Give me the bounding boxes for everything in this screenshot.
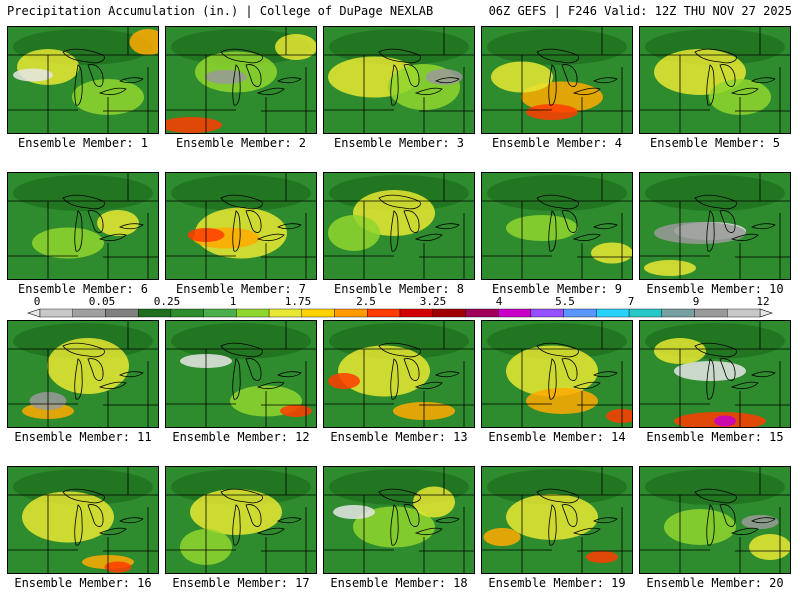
colorbar-swatch bbox=[39, 308, 73, 318]
precip-field bbox=[640, 27, 790, 133]
colorbar-swatch bbox=[203, 308, 237, 318]
precip-field bbox=[166, 321, 316, 427]
ensemble-map-panel bbox=[323, 320, 475, 428]
colorbar-swatch bbox=[367, 308, 401, 318]
colorbar-swatch bbox=[334, 308, 368, 318]
model-run-info: 06Z GEFS | F246 Valid: 12Z THU NOV 27 20… bbox=[488, 4, 792, 18]
colorbar-swatch bbox=[465, 308, 499, 318]
ensemble-member-label: Ensemble Member: 3 bbox=[333, 136, 465, 150]
ensemble-map-panel bbox=[7, 466, 159, 574]
ensemble-map-panel bbox=[165, 320, 317, 428]
colorbar-right-arrow bbox=[759, 308, 773, 318]
ensemble-map-panel bbox=[481, 172, 633, 280]
precip-field bbox=[482, 27, 632, 133]
ensemble-member-label: Ensemble Member: 18 bbox=[330, 576, 468, 590]
precip-field bbox=[166, 467, 316, 573]
ensemble-member-label: Ensemble Member: 14 bbox=[488, 430, 626, 444]
colorbar-swatch bbox=[399, 308, 433, 318]
ensemble-map-panel bbox=[165, 172, 317, 280]
ensemble-member-label: Ensemble Member: 15 bbox=[646, 430, 784, 444]
ensemble-member-label: Ensemble Member: 7 bbox=[175, 282, 307, 296]
ensemble-map-panel bbox=[639, 320, 791, 428]
ensemble-map-panel bbox=[639, 466, 791, 574]
colorbar-swatch bbox=[497, 308, 532, 318]
colorbar-tick-label: 3.25 bbox=[420, 295, 447, 308]
ensemble-member-label: Ensemble Member: 9 bbox=[491, 282, 623, 296]
colorbar-tick-label: 5.5 bbox=[555, 295, 575, 308]
ensemble-member-label: Ensemble Member: 17 bbox=[172, 576, 310, 590]
colorbar-swatch bbox=[72, 308, 106, 318]
ensemble-map-panel bbox=[7, 26, 159, 134]
ensemble-map-panel bbox=[165, 26, 317, 134]
colorbar-tick-label: 12 bbox=[756, 295, 769, 308]
ensemble-map-panel bbox=[7, 320, 159, 428]
colorbar-tick-label: 4 bbox=[496, 295, 503, 308]
colorbar-tick-label: 2.5 bbox=[356, 295, 376, 308]
precip-field bbox=[324, 467, 474, 573]
ensemble-map-panel bbox=[639, 172, 791, 280]
colorbar-tick-label: 7 bbox=[628, 295, 635, 308]
ensemble-map-panel bbox=[481, 26, 633, 134]
colorbar-swatch bbox=[301, 308, 335, 318]
colorbar-swatch bbox=[236, 308, 270, 318]
precip-field bbox=[8, 173, 158, 279]
colorbar-swatch bbox=[105, 308, 139, 318]
colorbar-tick-label: 0.25 bbox=[154, 295, 181, 308]
ensemble-member-label: Ensemble Member: 19 bbox=[488, 576, 626, 590]
colorbar-swatch bbox=[530, 308, 564, 318]
ensemble-member-label: Ensemble Member: 5 bbox=[649, 136, 781, 150]
precip-field bbox=[482, 321, 632, 427]
precip-field bbox=[8, 27, 158, 133]
precip-field bbox=[166, 27, 316, 133]
ensemble-map-panel bbox=[323, 172, 475, 280]
ensemble-map-panel bbox=[323, 26, 475, 134]
map-title: Precipitation Accumulation (in.) | Colle… bbox=[7, 4, 434, 18]
ensemble-member-label: Ensemble Member: 11 bbox=[14, 430, 152, 444]
colorbar-tick-label: 0.05 bbox=[89, 295, 116, 308]
ensemble-map-panel bbox=[481, 320, 633, 428]
precip-field bbox=[482, 173, 632, 279]
colorbar-tick-label: 1.75 bbox=[285, 295, 312, 308]
ensemble-map-panel bbox=[323, 466, 475, 574]
ensemble-member-label: Ensemble Member: 12 bbox=[172, 430, 310, 444]
ensemble-map-panel bbox=[481, 466, 633, 574]
colorbar-tick-label: 9 bbox=[693, 295, 700, 308]
precip-field bbox=[640, 467, 790, 573]
precip-field bbox=[324, 321, 474, 427]
precip-colorbar: 0 0.05 0.25 1 1.75 2.5 3.25 4 5.5 7 9 12 bbox=[27, 295, 773, 318]
colorbar-swatch bbox=[137, 308, 172, 318]
ensemble-member-label: Ensemble Member: 10 bbox=[646, 282, 784, 296]
precip-field bbox=[8, 467, 158, 573]
colorbar-swatch bbox=[432, 308, 466, 318]
colorbar-swatch bbox=[661, 308, 695, 318]
ensemble-member-label: Ensemble Member: 4 bbox=[491, 136, 623, 150]
colorbar-tick-label: 0 bbox=[34, 295, 41, 308]
colorbar-swatch bbox=[727, 308, 761, 318]
ensemble-map-panel bbox=[639, 26, 791, 134]
precip-field bbox=[482, 467, 632, 573]
colorbar-left-arrow bbox=[27, 308, 41, 318]
precip-field bbox=[166, 173, 316, 279]
precip-field bbox=[324, 27, 474, 133]
ensemble-member-label: Ensemble Member: 13 bbox=[330, 430, 468, 444]
colorbar-swatch bbox=[268, 308, 303, 318]
ensemble-member-label: Ensemble Member: 1 bbox=[17, 136, 149, 150]
colorbar-swatch bbox=[694, 308, 728, 318]
colorbar-swatch bbox=[563, 308, 597, 318]
colorbar-swatch bbox=[628, 308, 663, 318]
precip-field bbox=[640, 173, 790, 279]
ensemble-member-label: Ensemble Member: 16 bbox=[14, 576, 152, 590]
ensemble-member-label: Ensemble Member: 2 bbox=[175, 136, 307, 150]
ensemble-member-label: Ensemble Member: 6 bbox=[17, 282, 149, 296]
precip-field bbox=[640, 321, 790, 427]
precip-field bbox=[8, 321, 158, 427]
precip-field bbox=[324, 173, 474, 279]
ensemble-map-panel bbox=[7, 172, 159, 280]
ensemble-member-label: Ensemble Member: 20 bbox=[646, 576, 784, 590]
ensemble-member-label: Ensemble Member: 8 bbox=[333, 282, 465, 296]
colorbar-swatch bbox=[596, 308, 630, 318]
ensemble-map-panel bbox=[165, 466, 317, 574]
colorbar-tick-label: 1 bbox=[230, 295, 237, 308]
colorbar-swatch bbox=[170, 308, 204, 318]
